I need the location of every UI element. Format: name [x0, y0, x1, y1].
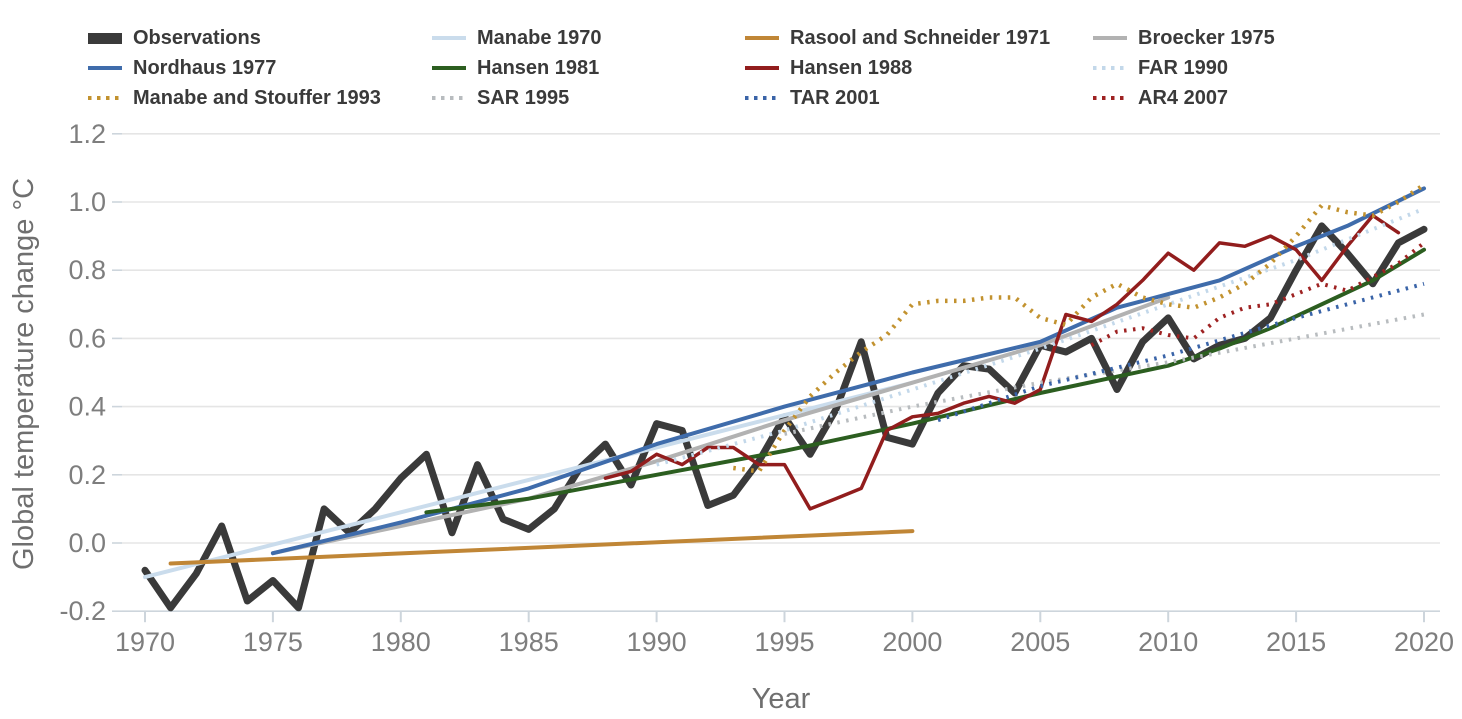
legend-item-hansen-1988: Hansen 1988 — [745, 55, 912, 81]
x-tick-label: 1980 — [371, 627, 431, 657]
y-tick-label: 0.4 — [68, 392, 106, 422]
legend-item-far-1990: FAR 1990 — [1093, 55, 1228, 81]
chart-legend: Observations Manabe 1970 Rasool and Schnei… — [0, 0, 1462, 115]
x-tick-label: 1975 — [243, 627, 303, 657]
series-manabe-1970 — [143, 380, 915, 580]
legend-swatch-icon — [745, 36, 779, 40]
legend-swatch-icon — [432, 96, 466, 100]
legend-swatch-icon — [88, 66, 122, 70]
legend-item-sar-1995: SAR 1995 — [432, 85, 569, 111]
legend-swatch-icon — [745, 66, 779, 70]
y-tick-label: 0.2 — [68, 460, 106, 490]
legend-label: SAR 1995 — [477, 86, 570, 109]
y-tick-label: 0.0 — [68, 528, 106, 558]
legend-label: Nordhaus 1977 — [133, 56, 277, 79]
x-tick-label: 2000 — [882, 627, 942, 657]
x-tick-label: 2005 — [1010, 627, 1070, 657]
legend-label: Broecker 1975 — [1138, 26, 1275, 49]
legend-item-observations: Observations — [88, 25, 261, 51]
y-tick-label: 1.2 — [68, 119, 106, 149]
x-tick-label: 2010 — [1138, 627, 1198, 657]
legend-swatch-icon — [432, 36, 466, 40]
legend-item-rasool-and-schneider-1971: Rasool and Schneider 1971 — [745, 25, 1050, 51]
x-axis-title: Year — [751, 683, 811, 715]
legend-swatch-icon — [88, 32, 122, 44]
legend-swatch-icon — [88, 96, 122, 100]
series-nordhaus-1977 — [270, 186, 1426, 556]
y-tick-label: 0.8 — [68, 255, 106, 285]
x-tick-label: 1970 — [115, 627, 175, 657]
y-tick-label: 1.0 — [68, 187, 106, 217]
legend-label: AR4 2007 — [1138, 86, 1229, 109]
series-hansen-1981 — [424, 247, 1426, 515]
series-manabe-and-stouffer-1993 — [733, 183, 1426, 474]
legend-label: FAR 1990 — [1138, 56, 1229, 79]
legend-label: Manabe 1970 — [477, 26, 602, 49]
legend-swatch-icon — [1093, 36, 1127, 40]
x-tick-label: 1995 — [754, 627, 814, 657]
series-broecker-1975 — [270, 295, 1171, 556]
legend-label: Hansen 1988 — [790, 56, 913, 79]
legend-label: TAR 2001 — [790, 86, 880, 109]
legend-swatch-icon — [432, 66, 466, 70]
series-hansen-1988 — [603, 213, 1401, 511]
series-ar4-2007 — [1090, 241, 1426, 347]
series-rasool-and-schneider-1971 — [168, 529, 915, 566]
y-tick-label: 0.6 — [68, 323, 106, 353]
legend-item-hansen-1981: Hansen 1981 — [432, 55, 599, 81]
legend-label: Hansen 1981 — [477, 56, 600, 79]
legend-swatch-icon — [1093, 96, 1127, 100]
legend-label: Rasool and Schneider 1971 — [790, 26, 1051, 49]
legend-item-ar4-2007: AR4 2007 — [1093, 85, 1228, 111]
y-tick-label: -0.2 — [59, 596, 106, 626]
legend-item-tar-2001: TAR 2001 — [745, 85, 880, 111]
x-tick-label: 2020 — [1394, 627, 1454, 657]
y-axis-title: Global temperature change °C — [8, 177, 40, 571]
legend-swatch-icon — [745, 96, 779, 100]
legend-item-broecker-1975: Broecker 1975 — [1093, 25, 1275, 51]
legend-item-nordhaus-1977: Nordhaus 1977 — [88, 55, 276, 81]
x-tick-label: 2015 — [1266, 627, 1326, 657]
x-tick-label: 1990 — [627, 627, 687, 657]
legend-swatch-icon — [1093, 66, 1127, 70]
legend-item-manabe-and-stouffer-1993: Manabe and Stouffer 1993 — [88, 85, 381, 111]
legend-label: Manabe and Stouffer 1993 — [133, 86, 381, 109]
legend-label: Observations — [133, 26, 261, 49]
x-tick-label: 1985 — [499, 627, 559, 657]
legend-item-manabe-1970: Manabe 1970 — [432, 25, 602, 51]
